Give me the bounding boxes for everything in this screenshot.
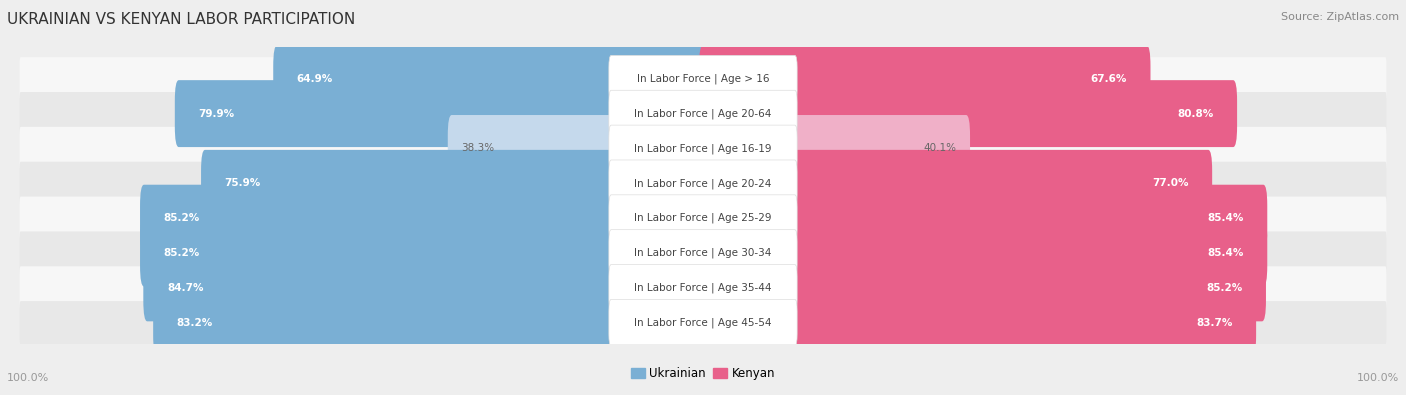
Text: 64.9%: 64.9% [297,74,333,84]
Text: 84.7%: 84.7% [167,283,204,293]
FancyBboxPatch shape [174,80,707,147]
FancyBboxPatch shape [699,254,1265,322]
Text: 40.1%: 40.1% [924,143,956,154]
FancyBboxPatch shape [609,55,797,102]
Text: 85.2%: 85.2% [163,248,200,258]
Text: 85.4%: 85.4% [1208,248,1244,258]
FancyBboxPatch shape [609,229,797,276]
Text: 67.6%: 67.6% [1091,74,1126,84]
Text: In Labor Force | Age 20-24: In Labor Force | Age 20-24 [634,178,772,188]
Text: 85.4%: 85.4% [1208,213,1244,223]
FancyBboxPatch shape [699,185,1267,252]
FancyBboxPatch shape [141,220,707,286]
Text: 75.9%: 75.9% [225,178,262,188]
Text: 80.8%: 80.8% [1177,109,1213,118]
FancyBboxPatch shape [609,160,797,207]
FancyBboxPatch shape [20,162,1386,205]
FancyBboxPatch shape [609,125,797,172]
Text: In Labor Force | Age 16-19: In Labor Force | Age 16-19 [634,143,772,154]
Text: 83.7%: 83.7% [1197,318,1233,328]
Text: 100.0%: 100.0% [7,373,49,383]
FancyBboxPatch shape [699,115,970,182]
Text: In Labor Force | Age 20-64: In Labor Force | Age 20-64 [634,108,772,119]
FancyBboxPatch shape [20,127,1386,170]
FancyBboxPatch shape [699,220,1267,286]
FancyBboxPatch shape [20,301,1386,344]
FancyBboxPatch shape [20,92,1386,135]
FancyBboxPatch shape [20,266,1386,310]
Text: In Labor Force | Age 45-54: In Labor Force | Age 45-54 [634,318,772,328]
FancyBboxPatch shape [20,231,1386,275]
Text: UKRAINIAN VS KENYAN LABOR PARTICIPATION: UKRAINIAN VS KENYAN LABOR PARTICIPATION [7,12,356,27]
Text: In Labor Force | Age 35-44: In Labor Force | Age 35-44 [634,283,772,293]
Text: Source: ZipAtlas.com: Source: ZipAtlas.com [1281,12,1399,22]
FancyBboxPatch shape [609,265,797,311]
FancyBboxPatch shape [699,150,1212,217]
FancyBboxPatch shape [141,185,707,252]
Text: 77.0%: 77.0% [1152,178,1188,188]
Text: 85.2%: 85.2% [1206,283,1243,293]
Text: In Labor Force | Age > 16: In Labor Force | Age > 16 [637,73,769,84]
FancyBboxPatch shape [20,57,1386,100]
Text: 79.9%: 79.9% [198,109,235,118]
FancyBboxPatch shape [609,90,797,137]
FancyBboxPatch shape [609,299,797,346]
FancyBboxPatch shape [201,150,707,217]
FancyBboxPatch shape [447,115,707,182]
FancyBboxPatch shape [609,195,797,241]
FancyBboxPatch shape [699,80,1237,147]
FancyBboxPatch shape [153,289,707,356]
FancyBboxPatch shape [699,45,1150,112]
Text: In Labor Force | Age 30-34: In Labor Force | Age 30-34 [634,248,772,258]
Text: In Labor Force | Age 25-29: In Labor Force | Age 25-29 [634,213,772,224]
Text: 83.2%: 83.2% [177,318,214,328]
FancyBboxPatch shape [273,45,707,112]
Text: 100.0%: 100.0% [1357,373,1399,383]
Text: 85.2%: 85.2% [163,213,200,223]
FancyBboxPatch shape [20,197,1386,240]
Legend: Ukrainian, Kenyan: Ukrainian, Kenyan [626,363,780,385]
FancyBboxPatch shape [143,254,707,322]
Text: 38.3%: 38.3% [461,143,495,154]
FancyBboxPatch shape [699,289,1256,356]
